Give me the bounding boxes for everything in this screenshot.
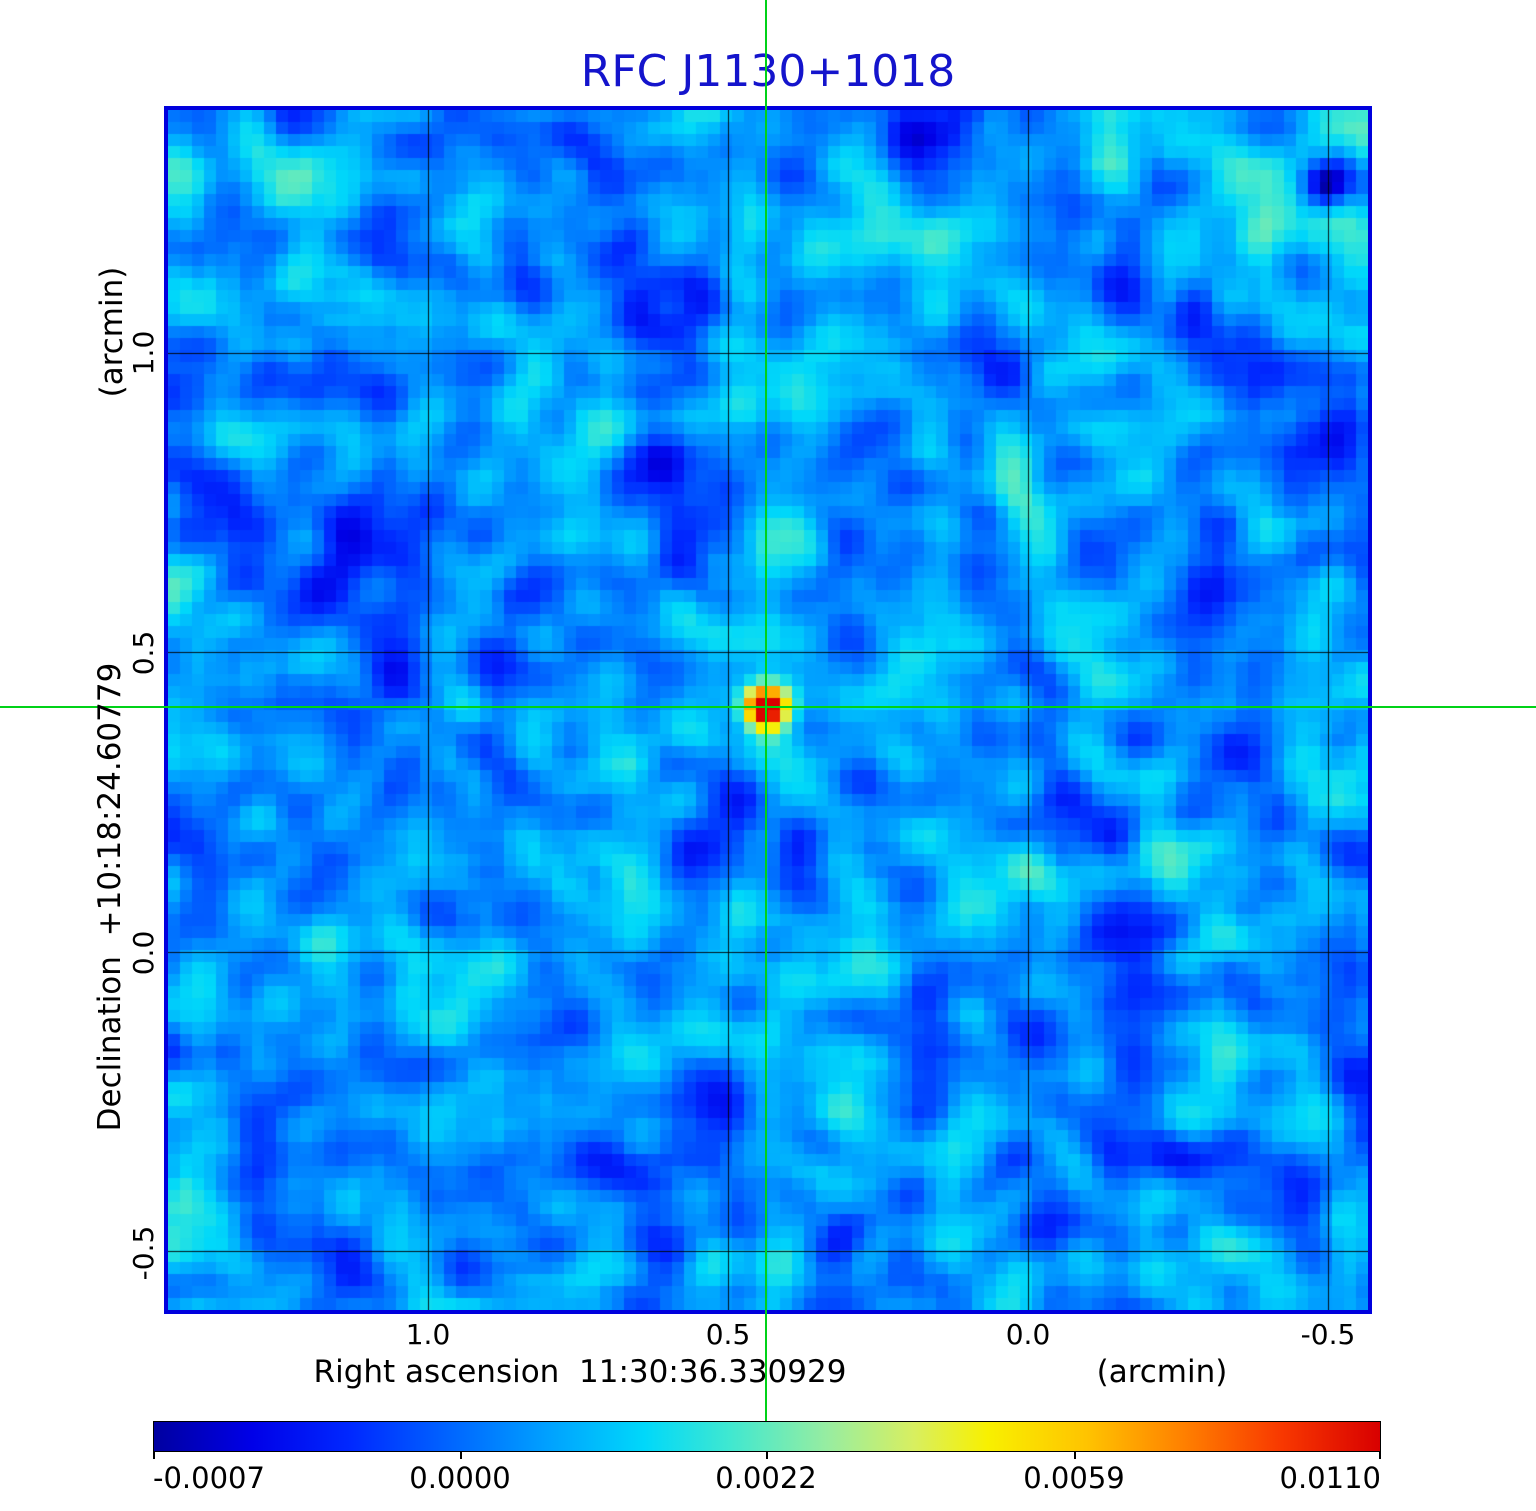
colorbar-tick xyxy=(1074,1452,1076,1459)
x-tick-label: 1.0 xyxy=(405,1318,451,1351)
plot-title: RFC J1130+1018 xyxy=(580,46,956,97)
colorbar-tick xyxy=(766,1452,768,1459)
colorbar xyxy=(153,1421,1381,1452)
colorbar-label: 0.0022 xyxy=(715,1461,817,1495)
y-tick-label: 1.0 xyxy=(127,330,160,376)
x-tick-label: -0.5 xyxy=(1300,1318,1356,1351)
x-tick-label: 0.5 xyxy=(705,1318,751,1351)
x-axis-label: Right ascension 11:30:36.330929 xyxy=(313,1354,847,1390)
colorbar-label: 0.0110 xyxy=(1279,1461,1381,1495)
y-tick-label: -0.5 xyxy=(127,1225,160,1281)
crosshair-vertical-line xyxy=(764,0,767,1421)
colorbar-tick xyxy=(1379,1452,1381,1459)
y-axis-unit-label: (arcmin) xyxy=(94,266,130,398)
y-tick-label: 0.5 xyxy=(127,630,160,676)
crosshair-horizontal-line xyxy=(0,706,1536,709)
colorbar-tick xyxy=(153,1452,155,1459)
x-axis-unit-label: (arcmin) xyxy=(1096,1354,1228,1390)
colorbar-tick xyxy=(460,1452,462,1459)
y-axis-label: Declination +10:18:24.60779 xyxy=(92,662,128,1132)
y-tick-label: 0.0 xyxy=(127,930,160,976)
colorbar-label: -0.0007 xyxy=(153,1461,265,1495)
colorbar-label: 0.0000 xyxy=(409,1461,511,1495)
x-tick-label: 0.0 xyxy=(1005,1318,1051,1351)
plot-frame xyxy=(164,106,1372,1314)
sky-map-heatmap xyxy=(168,110,1368,1310)
colorbar-label: 0.0059 xyxy=(1023,1461,1125,1495)
